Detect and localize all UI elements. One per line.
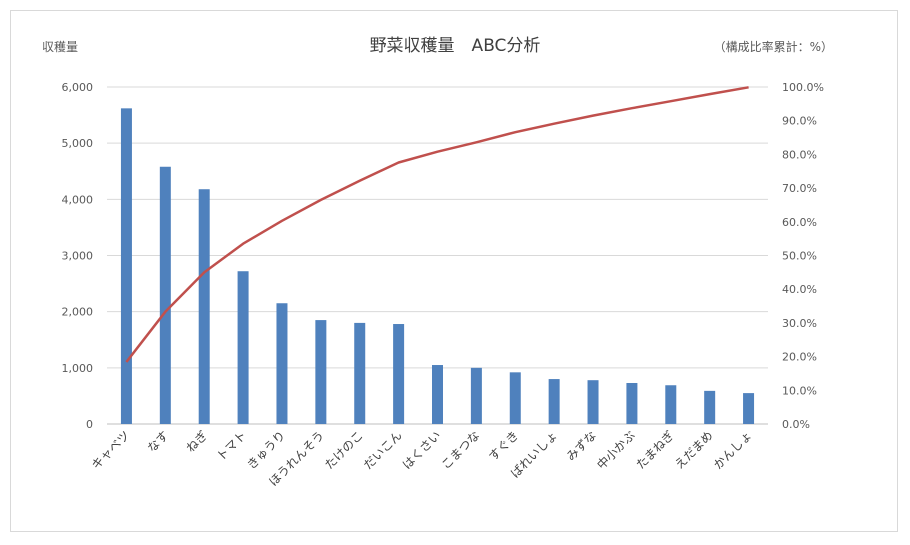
category-label: なす <box>145 428 172 455</box>
y2-tick-label: 70.0% <box>782 182 817 195</box>
bar <box>704 390 716 424</box>
y2-tick-label: 0.0% <box>782 418 810 431</box>
bar <box>276 303 288 424</box>
y2-tick-label: 40.0% <box>782 283 817 296</box>
y-tick-label: 0 <box>86 418 93 431</box>
bar <box>354 322 366 424</box>
category-label: ねぎ <box>183 428 210 455</box>
category-label: すぐき <box>486 428 521 463</box>
y2-axis-label: （構成比率累計：%） <box>714 39 833 54</box>
bar <box>159 166 171 425</box>
bar <box>120 108 132 425</box>
category-label: キャベツ <box>89 428 133 472</box>
category-label: はくさい <box>400 428 444 472</box>
y2-tick-label: 20.0% <box>782 351 817 364</box>
y-tick-label: 4,000 <box>62 193 94 206</box>
y-tick-label: 3,000 <box>62 250 94 263</box>
y-tick-label: 1,000 <box>62 362 94 375</box>
bar <box>665 385 677 424</box>
y-tick-label: 6,000 <box>62 81 94 94</box>
category-label: だいこん <box>361 428 405 472</box>
bar <box>470 367 482 424</box>
bar <box>237 271 249 424</box>
category-label: たけのこ <box>322 428 366 472</box>
bar <box>432 365 443 424</box>
y2-tick-label: 30.0% <box>782 317 817 330</box>
chart-frame <box>10 10 898 532</box>
y2-tick-label: 90.0% <box>782 115 817 128</box>
bar <box>315 320 327 424</box>
bar <box>198 189 210 424</box>
y2-tick-label: 10.0% <box>782 384 817 397</box>
y2-tick-label: 60.0% <box>782 216 817 229</box>
category-label: かんしょ <box>711 428 755 472</box>
bar <box>626 382 638 424</box>
bar <box>743 393 755 424</box>
category-label: みずな <box>564 428 599 463</box>
bar <box>393 324 405 424</box>
bar <box>587 380 599 424</box>
y-axis-label: 収穫量 <box>42 40 78 54</box>
y2-tick-label: 80.0% <box>782 148 817 161</box>
category-label: 中小かぶ <box>593 428 638 473</box>
cumulative-ratio-line <box>125 86 749 363</box>
y-tick-label: 2,000 <box>62 306 94 319</box>
category-label: トマト <box>214 428 249 463</box>
bar <box>548 379 560 424</box>
y-tick-label: 5,000 <box>62 137 94 150</box>
y2-tick-label: 100.0% <box>782 81 824 94</box>
category-label: えだまめ <box>672 428 716 472</box>
category-label: たまねぎ <box>633 428 677 472</box>
chart-title: 野菜収穫量 ABC分析 <box>370 36 541 56</box>
bar <box>509 372 521 424</box>
category-label: こまつな <box>439 428 483 472</box>
y2-tick-label: 50.0% <box>782 250 817 263</box>
